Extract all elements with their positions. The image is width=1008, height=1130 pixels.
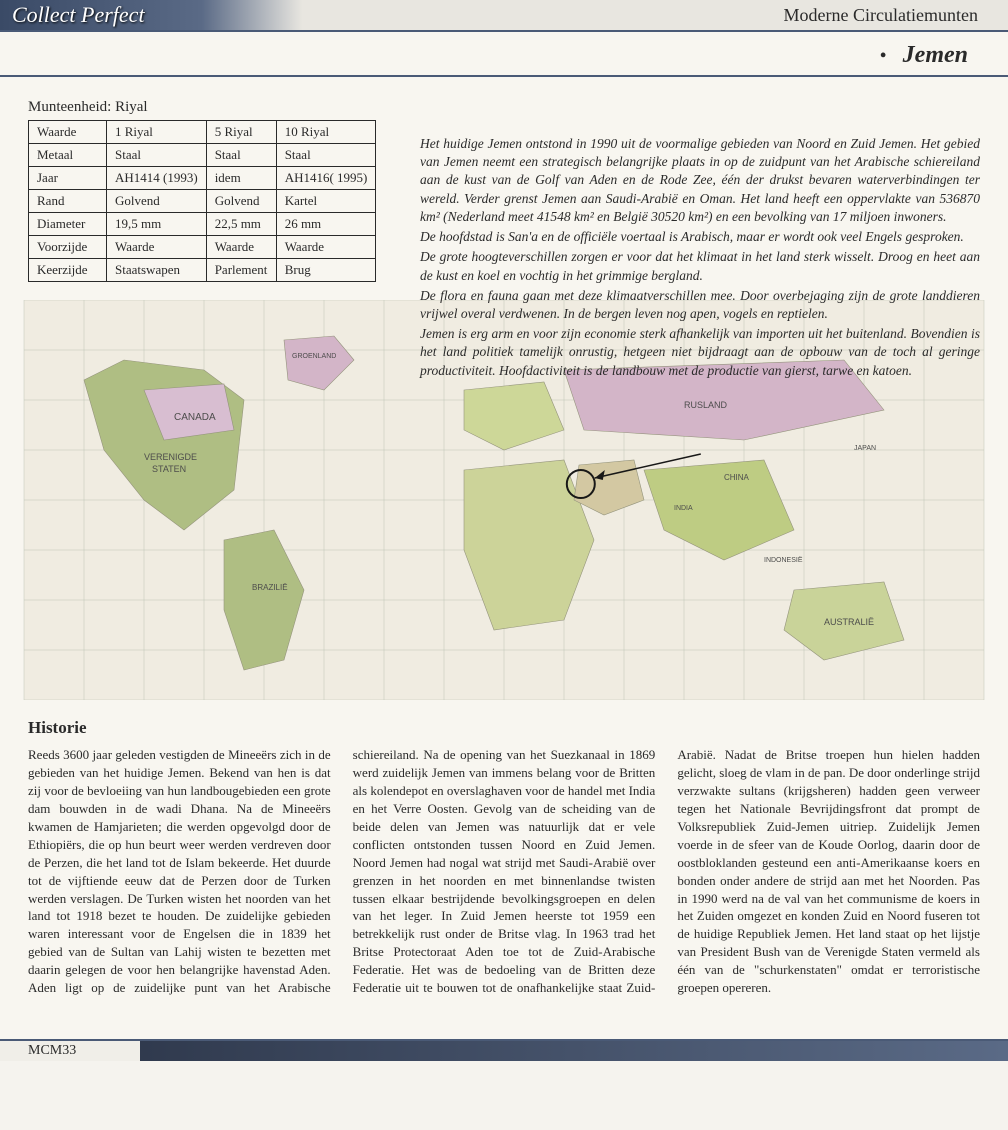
content-area: Munteenheid: Riyal Waarde1 Riyal5 Riyal1… <box>0 91 1008 1017</box>
brand-title: Collect Perfect <box>0 2 145 28</box>
cell: Golvend <box>206 190 276 213</box>
table-row: Diameter19,5 mm22,5 mm26 mm <box>29 213 376 236</box>
cell: 5 Riyal <box>206 121 276 144</box>
row-header: Keerzijde <box>29 259 107 282</box>
history-heading: Historie <box>28 718 980 738</box>
map-label: INDIA <box>674 505 693 512</box>
table-row: JaarAH1414 (1993)idemAH1416( 1995) <box>29 167 376 190</box>
cell: Waarde <box>107 236 207 259</box>
intro-paragraph: Jemen is erg arm en voor zijn economie s… <box>420 325 980 380</box>
header-band: Collect Perfect Moderne Circulatiemunten <box>0 0 1008 32</box>
intro-paragraph: De hoofdstad is San'a en de officiële vo… <box>420 228 980 246</box>
intro-paragraph: Het huidige Jemen ontstond in 1990 uit d… <box>420 135 980 226</box>
table-row: MetaalStaalStaalStaal <box>29 144 376 167</box>
cell: Waarde <box>206 236 276 259</box>
intro-text: Het huidige Jemen ontstond in 1990 uit d… <box>420 135 980 382</box>
row-header: Waarde <box>29 121 107 144</box>
cell: 19,5 mm <box>107 213 207 236</box>
footer-band: MCM33 <box>0 1039 1008 1061</box>
cell: 22,5 mm <box>206 213 276 236</box>
table-row: RandGolvendGolvendKartel <box>29 190 376 213</box>
cell: Staal <box>107 144 207 167</box>
country-name: Jemen <box>903 42 968 68</box>
history-body: Reeds 3600 jaar geleden vestigden de Min… <box>28 746 980 997</box>
cell: idem <box>206 167 276 190</box>
row-header: Metaal <box>29 144 107 167</box>
footer-bar: MCM33 <box>0 1041 1008 1061</box>
cell: Brug <box>276 259 376 282</box>
cell: Staatswapen <box>107 259 207 282</box>
map-label: VERENIGDE <box>144 452 197 462</box>
cell: AH1414 (1993) <box>107 167 207 190</box>
cell: 10 Riyal <box>276 121 376 144</box>
cell: AH1416( 1995) <box>276 167 376 190</box>
series-title: Moderne Circulatiemunten <box>784 5 1008 26</box>
table-row: VoorzijdeWaardeWaardeWaarde <box>29 236 376 259</box>
cell: Staal <box>276 144 376 167</box>
country-row: • Jemen <box>0 32 1008 77</box>
cell: Staal <box>206 144 276 167</box>
coin-table: Waarde1 Riyal5 Riyal10 RiyalMetaalStaalS… <box>28 120 376 282</box>
page: Collect Perfect Moderne Circulatiemunten… <box>0 0 1008 1061</box>
map-label: INDONESIË <box>764 556 803 564</box>
intro-paragraph: De grote hoogteverschillen zorgen er voo… <box>420 248 980 284</box>
map-label: AUSTRALIË <box>824 617 874 627</box>
table-row: KeerzijdeStaatswapenParlementBrug <box>29 259 376 282</box>
map-label: BRAZILIË <box>252 583 288 592</box>
currency-label: Munteenheid: Riyal <box>28 99 980 116</box>
cell: Kartel <box>276 190 376 213</box>
cell: 1 Riyal <box>107 121 207 144</box>
intro-paragraph: De flora en fauna gaan met deze klimaatv… <box>420 287 980 323</box>
footer-code: MCM33 <box>0 1041 140 1061</box>
map-label: STATEN <box>152 464 186 474</box>
row-header: Rand <box>29 190 107 213</box>
row-header: Diameter <box>29 213 107 236</box>
bullet-icon: • <box>880 45 887 67</box>
map-label: RUSLAND <box>684 400 728 410</box>
row-header: Jaar <box>29 167 107 190</box>
cell: Golvend <box>107 190 207 213</box>
table-row: Waarde1 Riyal5 Riyal10 Riyal <box>29 121 376 144</box>
cell: Waarde <box>276 236 376 259</box>
cell: 26 mm <box>276 213 376 236</box>
cell: Parlement <box>206 259 276 282</box>
footer-accent <box>140 1041 1008 1061</box>
map-label: JAPAN <box>854 445 876 452</box>
row-header: Voorzijde <box>29 236 107 259</box>
map-label: GROENLAND <box>292 353 336 360</box>
map-label: CANADA <box>174 412 216 423</box>
map-label: CHINA <box>724 473 750 482</box>
